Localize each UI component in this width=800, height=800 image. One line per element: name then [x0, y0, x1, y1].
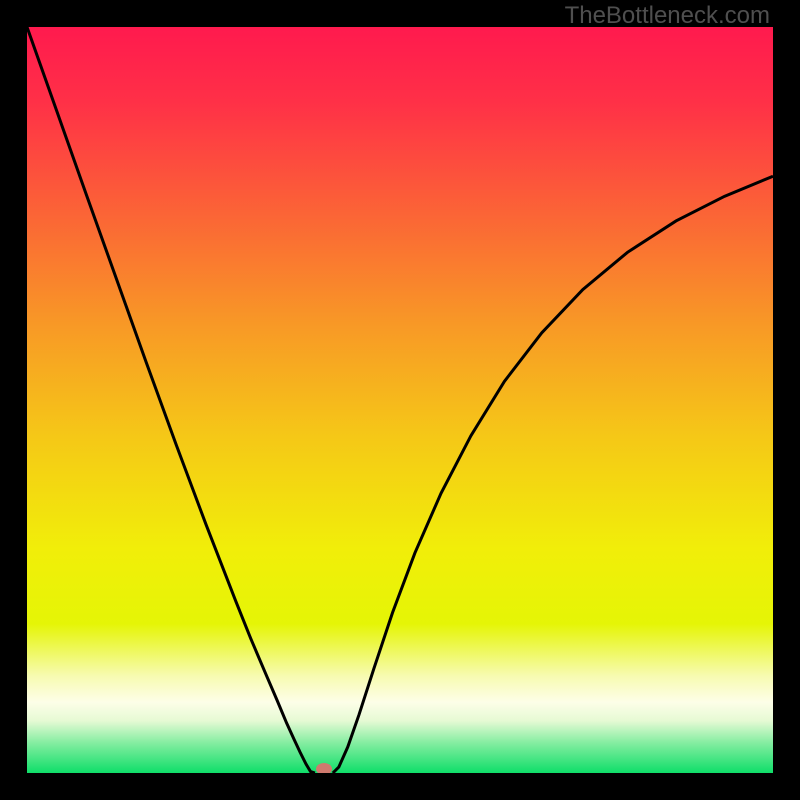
- plot-area: [27, 27, 773, 773]
- curve-minimum-marker: [316, 763, 332, 773]
- bottleneck-curve: [27, 27, 773, 773]
- chart-frame: TheBottleneck.com: [0, 0, 800, 800]
- curve-left-branch: [27, 27, 315, 773]
- curve-right-branch: [333, 176, 773, 773]
- watermark-text: TheBottleneck.com: [565, 2, 770, 30]
